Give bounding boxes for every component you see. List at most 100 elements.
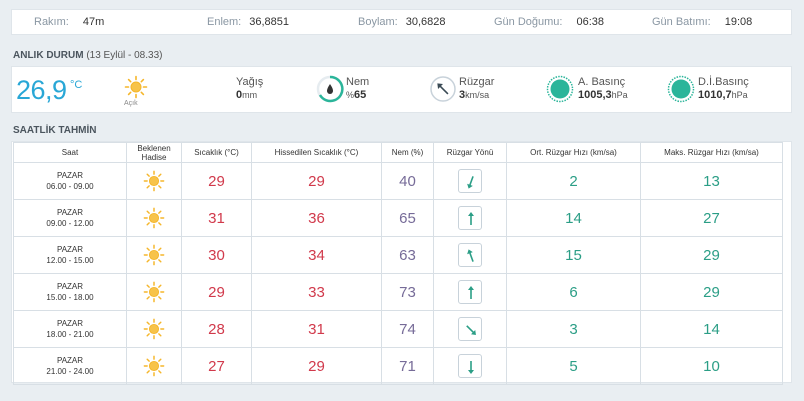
sunset-value: 19:08 [724, 16, 753, 28]
latitude-value: 36,8851 [249, 16, 290, 28]
header-maks-ruzgar: Maks. Rüzgar Hızı (km/sa) [640, 142, 783, 163]
sunrise-label: Gün Doğumu: [494, 16, 563, 28]
time-cell: PAZAR 15.00 - 18.00 [13, 273, 127, 311]
humidity-prefix: % [346, 90, 355, 100]
header-hissedilen: Hissedilen Sıcaklık (°C) [251, 142, 382, 163]
condition-cell [126, 199, 182, 237]
longitude-label: Boylam: [358, 16, 398, 28]
table-row: PAZAR 18.00 - 21.00 28 31 74 [13, 310, 783, 348]
altitude-label: Rakım: [34, 16, 69, 28]
humidity-label: Nem [346, 76, 370, 88]
header-ruzgar-yonu: Rüzgar Yönü [433, 142, 507, 163]
table-row: PAZAR 21.00 - 24.00 27 29 71 [13, 347, 783, 385]
row-day: PAZAR [56, 245, 84, 254]
feels-like-cell: 33 [251, 273, 382, 311]
table-body: PAZAR 06.00 - 09.00 29 29 40 [13, 162, 783, 385]
header-saat: Saat [13, 142, 127, 163]
precipitation-label: Yağış [236, 76, 264, 88]
humidity-cell: 40 [381, 162, 434, 200]
humidity-cell: 71 [381, 347, 434, 385]
temperature-cell: 29 [181, 273, 252, 311]
condition-cell [126, 273, 182, 311]
row-time: 18.00 - 21.00 [46, 330, 94, 339]
humidity-value: 65 [354, 89, 367, 101]
wind-arrow-icon [458, 243, 482, 267]
hourly-forecast-title: SAATLİK TAHMİN [13, 125, 97, 136]
feels-like-cell: 34 [251, 236, 382, 274]
table-row: PAZAR 09.00 - 12.00 31 36 65 [13, 199, 783, 237]
wind-direction-cell [433, 347, 507, 385]
precipitation-block: Yağış 0mm [236, 76, 263, 102]
header-hadise-line1: Beklenen [137, 143, 171, 153]
row-day: PAZAR [56, 319, 84, 328]
wind-direction-cell [433, 236, 507, 274]
longitude-info: Boylam: 30,6828 [358, 16, 446, 28]
feels-like-cell: 29 [251, 162, 382, 200]
feels-like-cell: 31 [251, 310, 382, 348]
time-cell: PAZAR 09.00 - 12.00 [13, 199, 127, 237]
altitude-info: Rakım: 47m [34, 16, 104, 28]
pressure-value: 1005,3 [578, 89, 612, 101]
pressure-gauge-icon [546, 75, 574, 103]
wind-arrow-icon [458, 169, 482, 193]
avg-wind-cell: 15 [506, 236, 641, 274]
humidity-cell: 73 [381, 273, 434, 311]
max-wind-cell: 29 [640, 273, 783, 311]
humidity-cell: 74 [381, 310, 434, 348]
wind-label: Rüzgar [459, 76, 495, 88]
time-cell: PAZAR 18.00 - 21.00 [13, 310, 127, 348]
table-row: PAZAR 15.00 - 18.00 29 33 73 [13, 273, 783, 311]
row-day: PAZAR [56, 356, 84, 365]
max-wind-cell: 14 [640, 310, 783, 348]
wind-block: Rüzgar 3km/sa [459, 76, 494, 102]
condition-cell [126, 236, 182, 274]
sea-level-pressure-unit: hPa [731, 90, 748, 100]
sun-icon [143, 318, 165, 340]
current-subtitle: (13 Eylül - 08.33) [86, 50, 163, 61]
temperature-cell: 29 [181, 162, 252, 200]
pressure-block: A. Basınç 1005,3hPa [578, 76, 628, 102]
wind-value: 3 [459, 89, 466, 101]
header-hadise: Beklenen Hadise [126, 142, 182, 163]
sun-icon [143, 244, 165, 266]
sea-level-pressure-block: D.İ.Basınç 1010,7hPa [698, 76, 749, 102]
header-ort-ruzgar: Ort. Rüzgar Hızı (km/sa) [506, 142, 641, 163]
sea-level-pressure-value: 1010,7 [698, 89, 732, 101]
row-day: PAZAR [56, 282, 84, 291]
current-condition-label: Açık [124, 100, 138, 107]
max-wind-cell: 13 [640, 162, 783, 200]
wind-arrow-icon [458, 280, 482, 304]
humidity-block: Nem %65 [346, 76, 369, 102]
temperature-cell: 30 [181, 236, 252, 274]
latitude-label: Enlem: [207, 16, 242, 28]
precipitation-unit: mm [242, 90, 258, 100]
max-wind-cell: 10 [640, 347, 783, 385]
time-cell: PAZAR 21.00 - 24.00 [13, 347, 127, 385]
current-title-text: ANLIK DURUM [13, 50, 84, 61]
sunset-info: Gün Batımı: 19:08 [652, 16, 752, 28]
row-time: 12.00 - 15.00 [46, 256, 94, 265]
header-nem: Nem (%) [381, 142, 434, 163]
sea-level-pressure-label: D.İ.Basınç [698, 76, 749, 88]
sunset-label: Gün Batımı: [652, 16, 711, 28]
sunrise-info: Gün Doğumu: 06:38 [494, 16, 604, 28]
avg-wind-cell: 14 [506, 199, 641, 237]
time-cell: PAZAR 06.00 - 09.00 [13, 162, 127, 200]
sun-icon [124, 75, 148, 99]
avg-wind-cell: 5 [506, 347, 641, 385]
table-header-row: Saat Beklenen Hadise Sıcaklık (°C) Hissed… [13, 142, 783, 163]
sun-icon [143, 170, 165, 192]
condition-cell [126, 310, 182, 348]
wind-arrow-icon [458, 354, 482, 378]
latitude-info: Enlem: 36,8851 [207, 16, 289, 28]
humidity-cell: 65 [381, 199, 434, 237]
row-time: 21.00 - 24.00 [46, 367, 94, 376]
row-time: 09.00 - 12.00 [46, 219, 94, 228]
row-time: 15.00 - 18.00 [46, 293, 94, 302]
wind-direction-cell [433, 273, 507, 311]
condition-cell [126, 162, 182, 200]
feels-like-cell: 36 [251, 199, 382, 237]
wind-direction-cell [433, 199, 507, 237]
feels-like-cell: 29 [251, 347, 382, 385]
hourly-forecast-table: Saat Beklenen Hadise Sıcaklık (°C) Hissed… [13, 142, 783, 385]
